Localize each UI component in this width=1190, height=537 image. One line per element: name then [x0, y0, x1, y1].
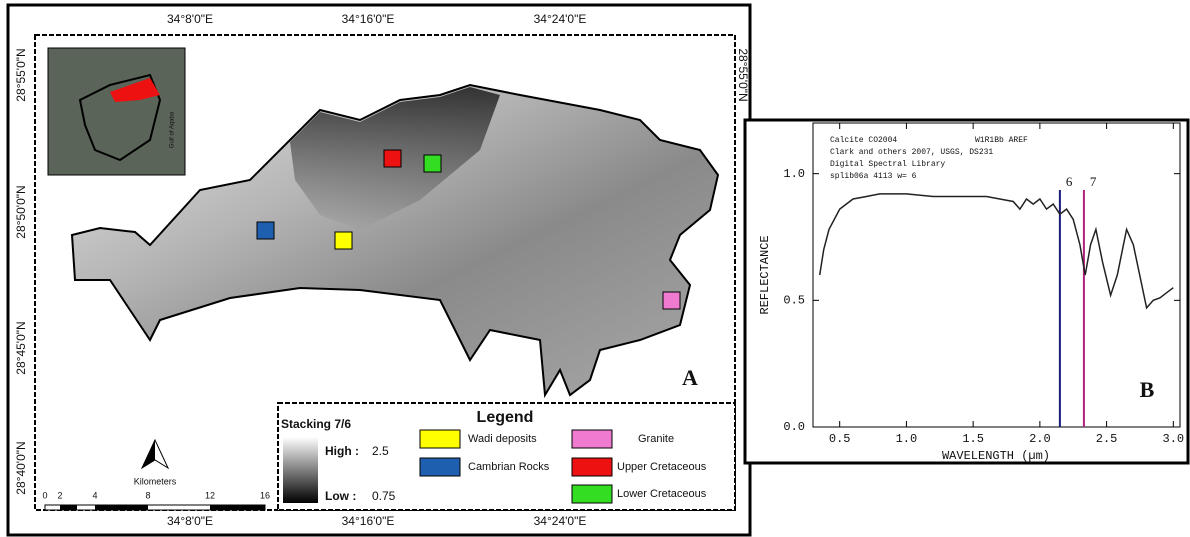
longitude-label: 34°8'0"E — [167, 514, 213, 528]
y-tick-label: 1.0 — [783, 167, 805, 181]
spectrum-header: W1R1Bb AREF — [975, 136, 1028, 145]
sample-site — [335, 232, 352, 249]
spectrum-header: Digital Spectral Library — [830, 160, 945, 169]
stacking-label: Stacking 7/6 — [281, 417, 351, 431]
legend-item: Upper Cretaceous — [617, 461, 707, 473]
scale-tick: 8 — [145, 490, 150, 500]
longitude-label: 34°16'0"E — [342, 12, 395, 26]
scale-bar-segment — [210, 505, 265, 510]
chart-frame — [745, 120, 1188, 463]
legend-swatch — [420, 430, 460, 448]
scale-tick: 16 — [260, 490, 270, 500]
x-tick-label: 1.0 — [896, 432, 918, 446]
latitude-label: 28°55'0"N — [14, 48, 28, 101]
sample-site — [663, 292, 680, 309]
panel-label: A — [682, 365, 698, 390]
scale-tick: 4 — [92, 490, 97, 500]
longitude-label: 34°8'0"E — [167, 12, 213, 26]
spectrum-header: Clark and others 2007, USGS, DS231 — [830, 148, 993, 157]
x-tick-label: 3.0 — [1163, 432, 1185, 446]
legend-title: Legend — [477, 409, 534, 426]
inset-label: Gulf of Aqaba — [170, 111, 176, 148]
y-tick-label: 0.0 — [783, 420, 805, 434]
x-axis-label: WAVELENGTH (µm) — [942, 449, 1050, 463]
stacking-ramp — [283, 437, 318, 503]
latitude-label: 28°40'0"N — [14, 441, 28, 494]
longitude-label: 34°24'0"E — [534, 514, 587, 528]
spectrum-header: Calcite CO2004 — [830, 136, 897, 145]
inset-map — [48, 48, 185, 175]
scale-tick: 0 — [42, 490, 47, 500]
y-axis-label: REFLECTANCE — [758, 235, 772, 314]
sample-site — [384, 150, 401, 167]
longitude-label: 34°24'0"E — [534, 12, 587, 26]
scale-unit: Kilometers — [134, 476, 177, 486]
latitude-label: 28°50'0"N — [14, 185, 28, 238]
latitude-label: 28°55'0"N — [736, 48, 750, 101]
legend-item: Lower Cretaceous — [617, 488, 707, 500]
scale-tick: 2 — [57, 490, 62, 500]
legend-item: Granite — [638, 433, 674, 445]
scale-bar-segment — [95, 505, 148, 510]
x-tick-label: 1.5 — [962, 432, 984, 446]
legend-item: Wadi deposits — [468, 433, 537, 445]
high-value: 2.5 — [372, 444, 389, 458]
legend-swatch — [572, 485, 612, 503]
x-tick-label: 2.0 — [1029, 432, 1051, 446]
sample-site — [257, 222, 274, 239]
figure: 34°8'0"E 34°16'0"E 34°24'0"E 34°8'0"E 34… — [0, 0, 1190, 537]
spectrum-header: splib06a 4113 w= 6 — [830, 172, 917, 181]
y-tick-label: 0.5 — [783, 294, 805, 308]
scale-tick: 12 — [205, 490, 215, 500]
x-tick-label: 2.5 — [1096, 432, 1118, 446]
high-label: High : — [325, 444, 359, 458]
scale-bar-segment — [60, 505, 77, 510]
legend-swatch — [420, 458, 460, 476]
panel-label: B — [1140, 377, 1155, 402]
x-tick-label: 0.5 — [829, 432, 851, 446]
low-value: 0.75 — [372, 489, 396, 503]
legend-swatch — [572, 458, 612, 476]
legend-swatch — [572, 430, 612, 448]
legend-item: Cambrian Rocks — [468, 461, 550, 473]
low-label: Low : — [325, 489, 356, 503]
band-marker-label: 7 — [1090, 174, 1097, 189]
longitude-label: 34°16'0"E — [342, 514, 395, 528]
band-marker-label: 6 — [1066, 174, 1073, 189]
latitude-label: 28°45'0"N — [14, 321, 28, 374]
page: 34°8'0"E 34°16'0"E 34°24'0"E 34°8'0"E 34… — [0, 0, 1190, 537]
sample-site — [424, 155, 441, 172]
